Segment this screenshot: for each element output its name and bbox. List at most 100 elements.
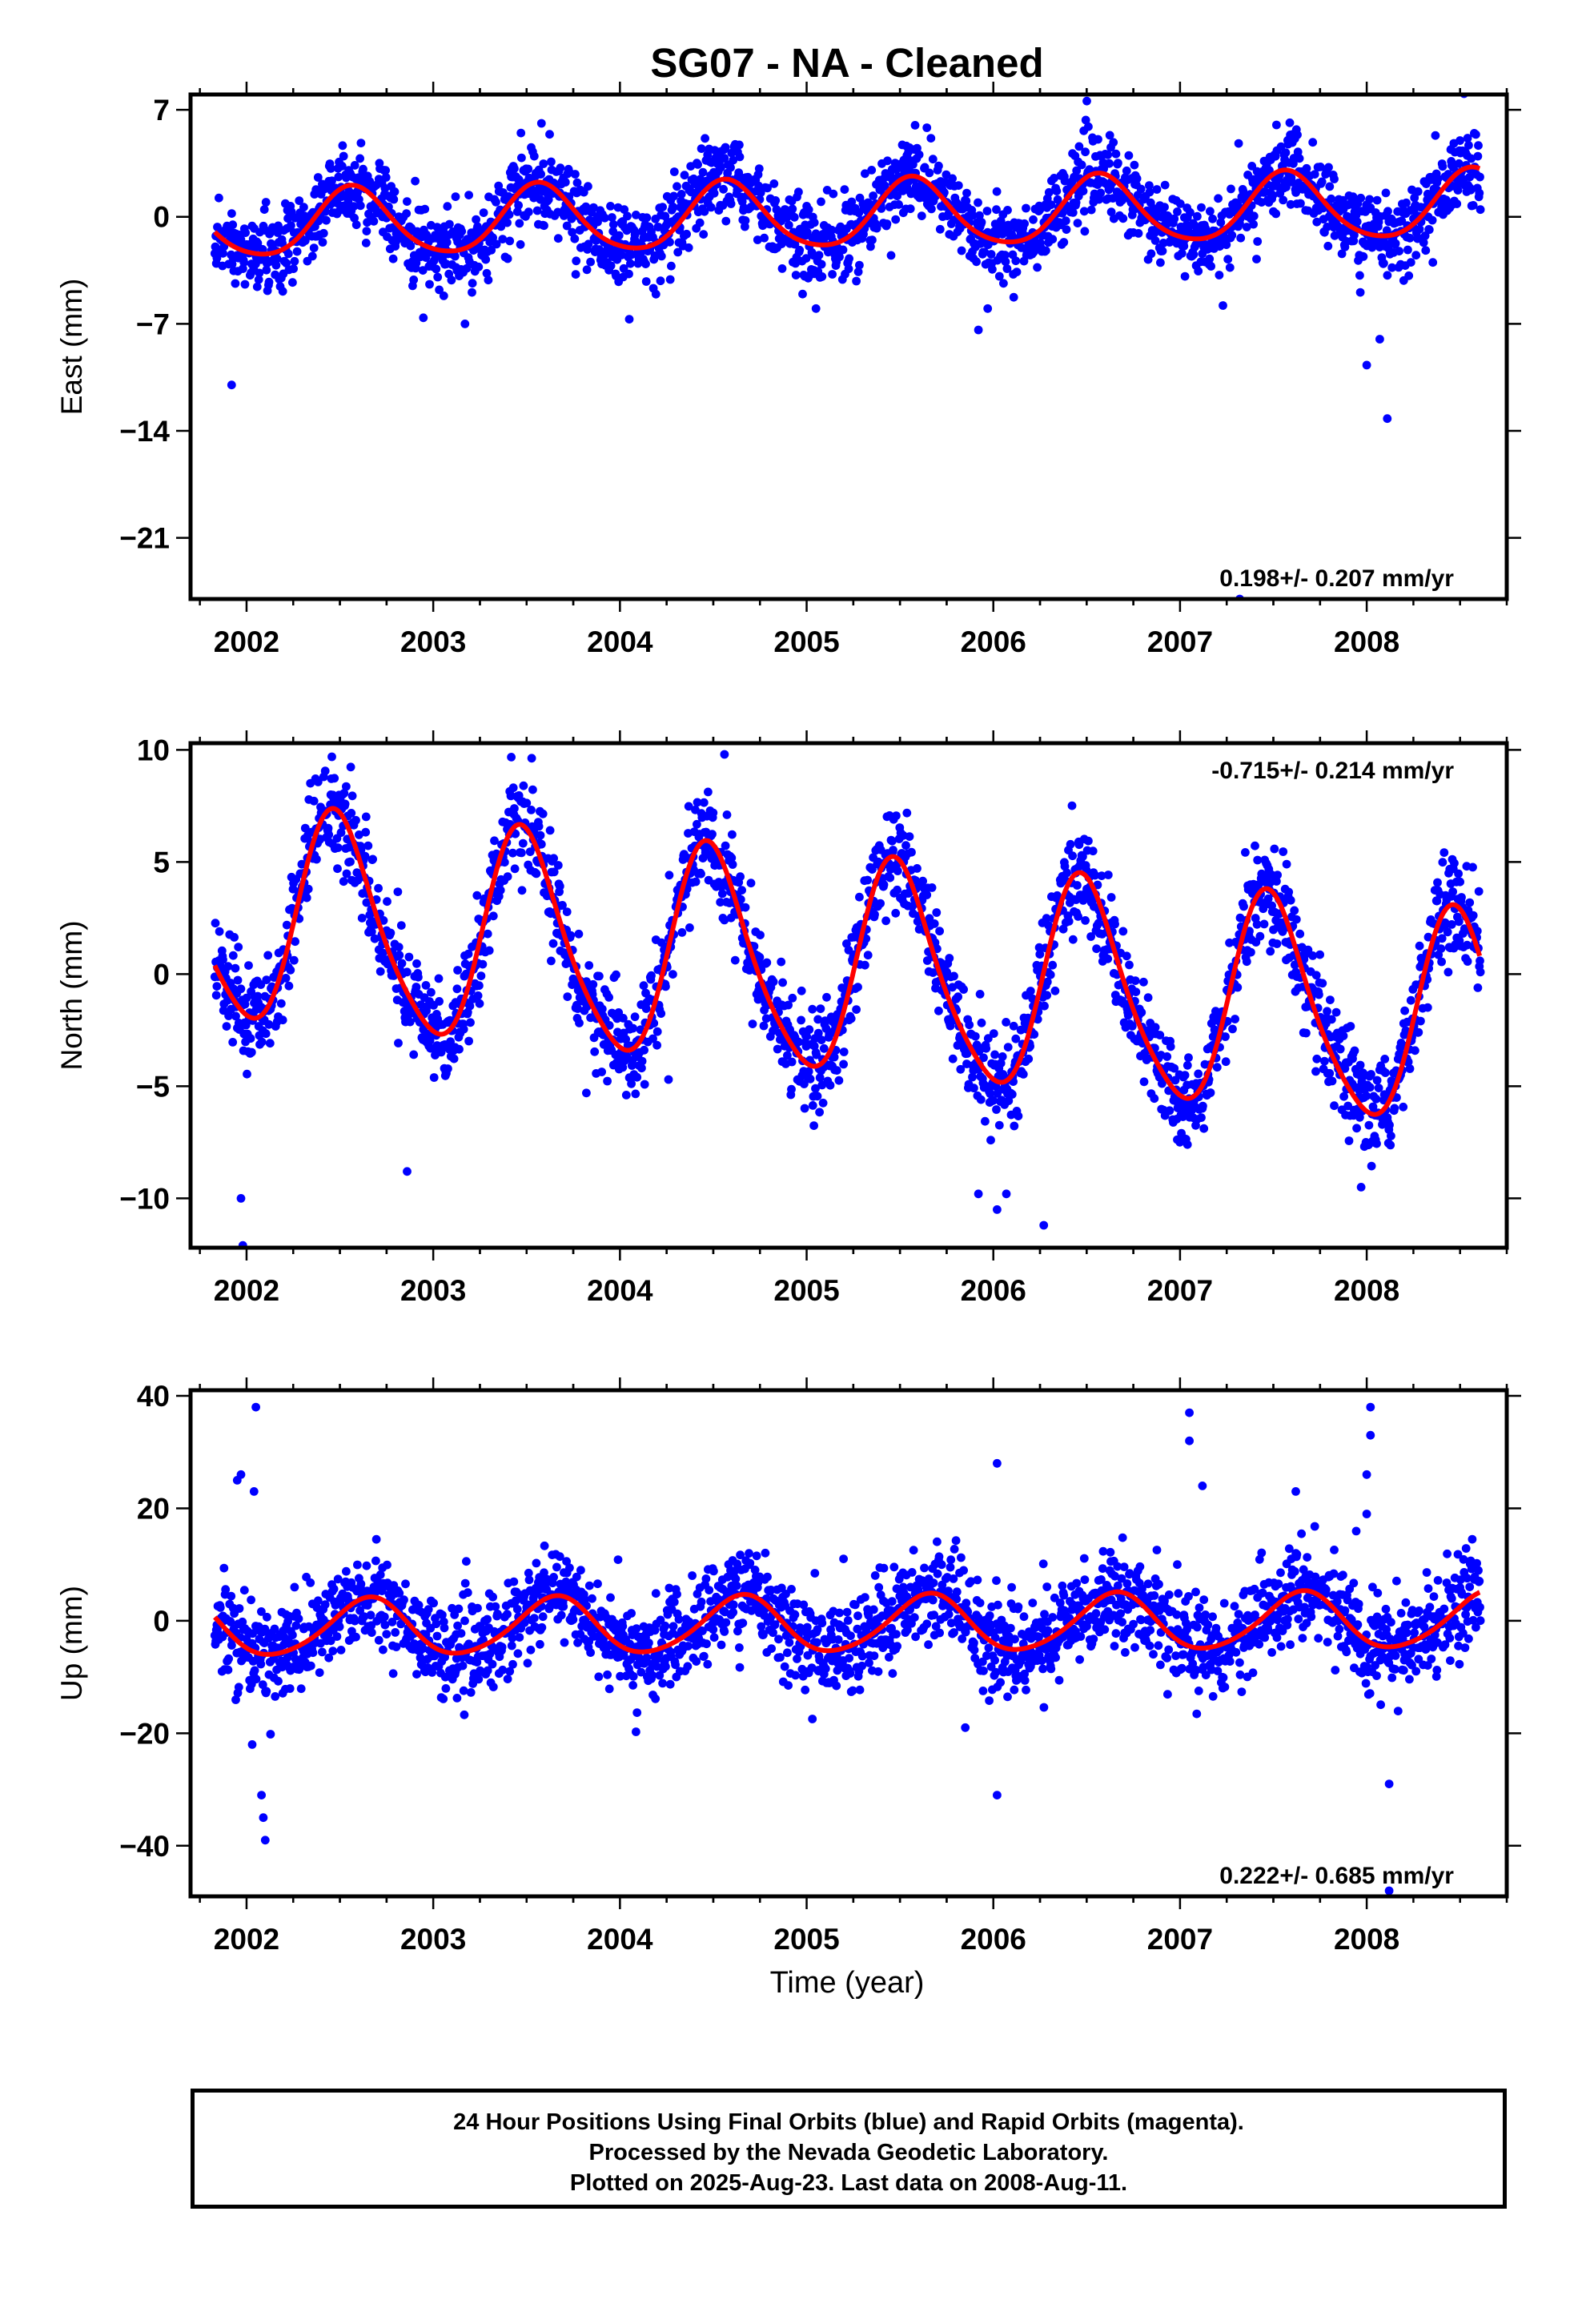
data-point — [934, 161, 943, 171]
data-point — [457, 227, 467, 236]
data-point — [822, 992, 831, 1002]
data-point — [327, 176, 336, 186]
data-point — [369, 216, 379, 226]
data-point — [442, 238, 452, 247]
data-point — [1221, 1057, 1231, 1067]
y-axis-label-east: East (mm) — [55, 279, 88, 416]
data-point — [620, 205, 629, 214]
data-point — [1281, 148, 1291, 158]
data-point — [540, 221, 548, 231]
data-point — [1249, 219, 1258, 229]
data-point — [1326, 995, 1335, 1004]
data-point — [1033, 263, 1042, 272]
data-point — [879, 880, 889, 890]
data-point — [1325, 182, 1335, 191]
x-tick-label: 2007 — [1147, 1274, 1213, 1307]
data-point — [336, 828, 346, 838]
data-point — [617, 251, 626, 259]
data-point — [1330, 175, 1339, 183]
data-point — [1253, 237, 1263, 246]
data-point — [623, 211, 632, 221]
data-point — [1078, 187, 1088, 196]
data-point — [572, 178, 582, 187]
data-point — [1194, 267, 1203, 275]
data-point — [1042, 914, 1051, 923]
data-point — [811, 229, 821, 239]
data-point — [815, 1073, 825, 1083]
data-point — [628, 1023, 637, 1033]
x-tick-label: 2008 — [1334, 625, 1399, 658]
data-point — [1315, 990, 1323, 999]
data-point — [656, 276, 665, 286]
data-point — [790, 239, 800, 249]
y-tick-label: 5 — [153, 846, 170, 879]
data-point — [241, 228, 250, 237]
data-point — [464, 1036, 473, 1046]
data-point — [886, 251, 896, 260]
data-point — [290, 256, 299, 266]
data-point — [375, 967, 385, 976]
data-point — [409, 1050, 419, 1059]
data-point — [504, 210, 514, 219]
data-point — [402, 209, 412, 218]
data-point — [333, 843, 343, 852]
data-point — [1152, 185, 1162, 194]
data-point — [1287, 177, 1296, 187]
data-point — [309, 796, 319, 806]
data-point — [817, 1035, 826, 1044]
data-point — [1106, 893, 1116, 902]
data-point — [1011, 1034, 1021, 1043]
data-point — [979, 1053, 988, 1063]
data-point — [771, 196, 781, 205]
data-points-east — [210, 94, 1485, 599]
data-point — [828, 270, 837, 279]
data-point — [986, 1089, 995, 1099]
data-point — [1414, 1027, 1423, 1037]
data-point — [1355, 271, 1364, 280]
data-point — [312, 854, 321, 864]
data-point — [1439, 848, 1449, 857]
data-point — [1215, 271, 1224, 279]
data-point — [1252, 255, 1261, 263]
data-point — [265, 1039, 275, 1048]
data-point — [1410, 193, 1419, 203]
data-point — [795, 245, 805, 255]
data-point — [1285, 118, 1295, 127]
data-point — [706, 203, 716, 212]
data-point — [584, 961, 594, 970]
data-point — [1109, 138, 1118, 147]
data-point — [1403, 245, 1412, 255]
data-point — [593, 217, 602, 227]
data-point — [524, 164, 533, 174]
data-point — [439, 292, 448, 300]
outlier-point — [236, 1194, 246, 1203]
data-point — [475, 999, 484, 1008]
data-point — [1062, 225, 1071, 234]
data-point — [575, 1019, 584, 1027]
data-point — [1415, 224, 1424, 234]
data-point — [863, 951, 873, 960]
data-point — [255, 268, 264, 278]
data-point — [1004, 1096, 1014, 1105]
data-point — [296, 1684, 306, 1694]
data-point — [347, 791, 357, 801]
data-point — [721, 143, 730, 152]
data-point — [684, 802, 693, 811]
data-point — [907, 847, 916, 857]
data-point — [368, 854, 377, 864]
data-point — [278, 239, 287, 248]
data-point — [652, 1040, 661, 1050]
data-point — [333, 1574, 343, 1584]
data-point — [669, 970, 677, 979]
data-point — [222, 1022, 231, 1031]
data-point — [784, 220, 793, 230]
data-point — [626, 259, 635, 268]
data-point — [1348, 192, 1358, 202]
data-point — [257, 1607, 266, 1616]
data-point — [353, 1560, 362, 1570]
data-point — [722, 810, 732, 819]
data-point — [244, 961, 253, 970]
data-point — [1421, 246, 1431, 255]
data-point — [503, 254, 512, 263]
data-point — [989, 1096, 998, 1105]
